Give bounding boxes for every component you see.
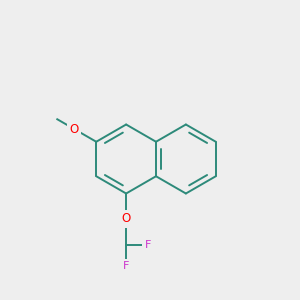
Text: F: F: [123, 261, 129, 271]
Text: O: O: [122, 212, 131, 226]
Text: F: F: [145, 239, 151, 250]
Text: O: O: [70, 122, 79, 136]
